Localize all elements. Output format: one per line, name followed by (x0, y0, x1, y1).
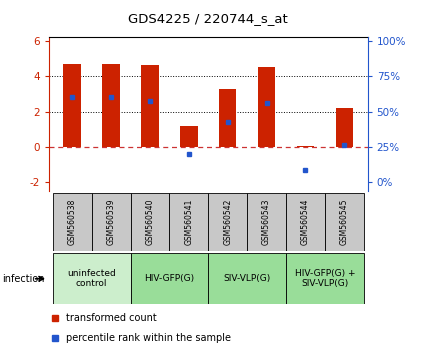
Text: GSM560544: GSM560544 (301, 199, 310, 245)
Text: HIV-GFP(G) +
SIV-VLP(G): HIV-GFP(G) + SIV-VLP(G) (295, 269, 355, 289)
Bar (219, 88, 236, 147)
Bar (141, 65, 159, 147)
FancyBboxPatch shape (208, 253, 286, 304)
Text: uninfected
control: uninfected control (67, 269, 116, 289)
FancyBboxPatch shape (53, 253, 130, 304)
FancyBboxPatch shape (208, 193, 247, 251)
FancyBboxPatch shape (170, 193, 208, 251)
Text: GSM560541: GSM560541 (184, 199, 193, 245)
Text: GSM560545: GSM560545 (340, 199, 349, 245)
Bar (258, 67, 275, 147)
Text: GSM560538: GSM560538 (68, 199, 76, 245)
FancyBboxPatch shape (325, 193, 364, 251)
Bar (63, 64, 81, 147)
FancyBboxPatch shape (286, 193, 325, 251)
Text: GSM560540: GSM560540 (145, 199, 154, 245)
Text: GSM560543: GSM560543 (262, 199, 271, 245)
FancyBboxPatch shape (247, 193, 286, 251)
Bar (336, 108, 353, 147)
Text: percentile rank within the sample: percentile rank within the sample (66, 333, 231, 343)
FancyBboxPatch shape (130, 193, 170, 251)
Bar (180, 126, 198, 147)
Text: transformed count: transformed count (66, 313, 157, 322)
Text: infection: infection (2, 274, 45, 284)
FancyBboxPatch shape (130, 253, 208, 304)
FancyBboxPatch shape (92, 193, 130, 251)
Bar (102, 64, 120, 147)
Text: GSM560539: GSM560539 (107, 199, 116, 245)
Bar (297, 146, 314, 147)
Text: HIV-GFP(G): HIV-GFP(G) (144, 274, 195, 283)
Text: SIV-VLP(G): SIV-VLP(G) (224, 274, 271, 283)
FancyBboxPatch shape (53, 193, 92, 251)
FancyBboxPatch shape (286, 253, 364, 304)
Text: GSM560542: GSM560542 (223, 199, 232, 245)
Text: GDS4225 / 220744_s_at: GDS4225 / 220744_s_at (128, 12, 288, 25)
